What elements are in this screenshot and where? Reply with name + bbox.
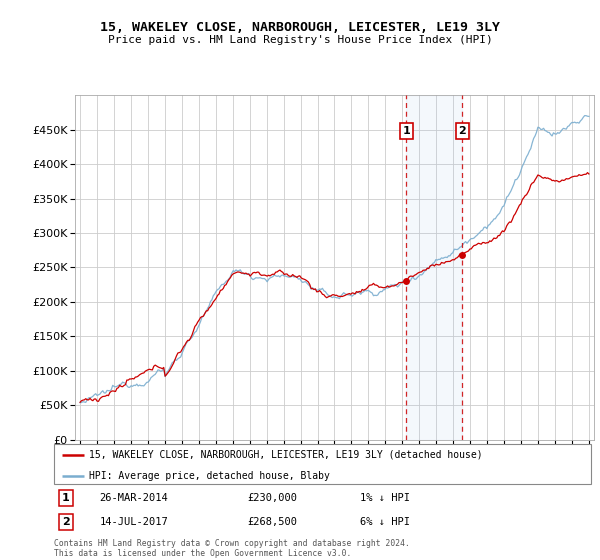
Text: Contains HM Land Registry data © Crown copyright and database right 2024.
This d: Contains HM Land Registry data © Crown c… <box>54 539 410 558</box>
Text: 1: 1 <box>403 126 410 136</box>
Text: £268,500: £268,500 <box>247 517 298 528</box>
Text: Price paid vs. HM Land Registry's House Price Index (HPI): Price paid vs. HM Land Registry's House … <box>107 35 493 45</box>
Text: 1: 1 <box>62 493 70 503</box>
Text: 2: 2 <box>458 126 466 136</box>
Text: 14-JUL-2017: 14-JUL-2017 <box>100 517 169 528</box>
Text: 2: 2 <box>62 517 70 528</box>
Text: 15, WAKELEY CLOSE, NARBOROUGH, LEICESTER, LE19 3LY: 15, WAKELEY CLOSE, NARBOROUGH, LEICESTER… <box>100 21 500 34</box>
Text: 6% ↓ HPI: 6% ↓ HPI <box>360 517 410 528</box>
Text: 26-MAR-2014: 26-MAR-2014 <box>100 493 169 503</box>
Text: £230,000: £230,000 <box>247 493 298 503</box>
Text: 15, WAKELEY CLOSE, NARBOROUGH, LEICESTER, LE19 3LY (detached house): 15, WAKELEY CLOSE, NARBOROUGH, LEICESTER… <box>89 450 482 460</box>
Text: HPI: Average price, detached house, Blaby: HPI: Average price, detached house, Blab… <box>89 470 330 480</box>
Bar <box>406 95 463 440</box>
Text: 1% ↓ HPI: 1% ↓ HPI <box>360 493 410 503</box>
